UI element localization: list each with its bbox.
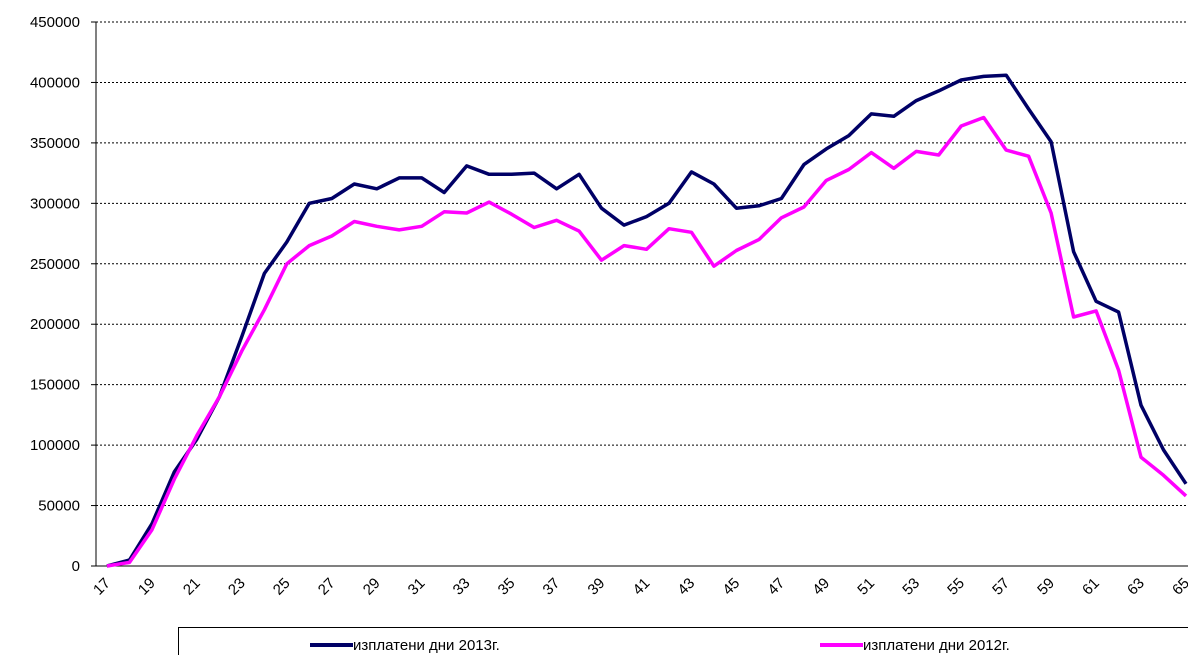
- x-tick-label: 47: [764, 575, 788, 599]
- x-tick-label: 25: [270, 575, 294, 599]
- x-tick-label: 33: [450, 575, 474, 599]
- x-tick-label: 65: [1169, 575, 1188, 599]
- x-tick-label: 29: [360, 575, 384, 599]
- legend-label: изплатени дни 2013г.: [353, 637, 500, 654]
- x-tick-label: 55: [944, 575, 968, 599]
- y-tick-label: 450000: [30, 14, 80, 31]
- y-tick-label: 0: [72, 558, 80, 575]
- x-tick-label: 43: [674, 575, 698, 599]
- x-tick-label: 31: [405, 575, 429, 599]
- x-tick-label: 35: [495, 575, 519, 599]
- y-tick-label: 50000: [38, 498, 80, 515]
- x-tick-label: 27: [315, 575, 339, 599]
- x-tick-label: 21: [180, 575, 204, 599]
- x-tick-label: 23: [225, 575, 249, 599]
- x-tick-label: 45: [719, 575, 743, 599]
- y-tick-label: 350000: [30, 135, 80, 152]
- x-tick-label: 53: [899, 575, 923, 599]
- y-tick-label: 100000: [30, 437, 80, 454]
- legend-label: изплатени дни 2012г.: [863, 637, 1010, 654]
- x-tick-label: 37: [540, 575, 564, 599]
- y-tick-label: 400000: [30, 74, 80, 91]
- x-tick-label: 61: [1079, 575, 1103, 599]
- x-tick-label: 51: [854, 575, 878, 599]
- y-tick-label: 300000: [30, 195, 80, 212]
- y-tick-label: 250000: [30, 256, 80, 273]
- x-tick-label: 41: [630, 575, 654, 599]
- x-tick-label: 59: [1034, 575, 1058, 599]
- series-line: [106, 73, 1188, 568]
- x-tick-label: 57: [989, 575, 1013, 599]
- x-tick-label: 19: [135, 575, 159, 599]
- x-tick-label: 39: [585, 575, 609, 599]
- series-line: [106, 115, 1188, 568]
- x-tick-label: 17: [90, 575, 114, 599]
- x-tick-label: 49: [809, 575, 833, 599]
- y-tick-label: 200000: [30, 316, 80, 333]
- legend-box: [178, 627, 1188, 655]
- x-tick-label: 63: [1124, 575, 1148, 599]
- y-tick-label: 150000: [30, 377, 80, 394]
